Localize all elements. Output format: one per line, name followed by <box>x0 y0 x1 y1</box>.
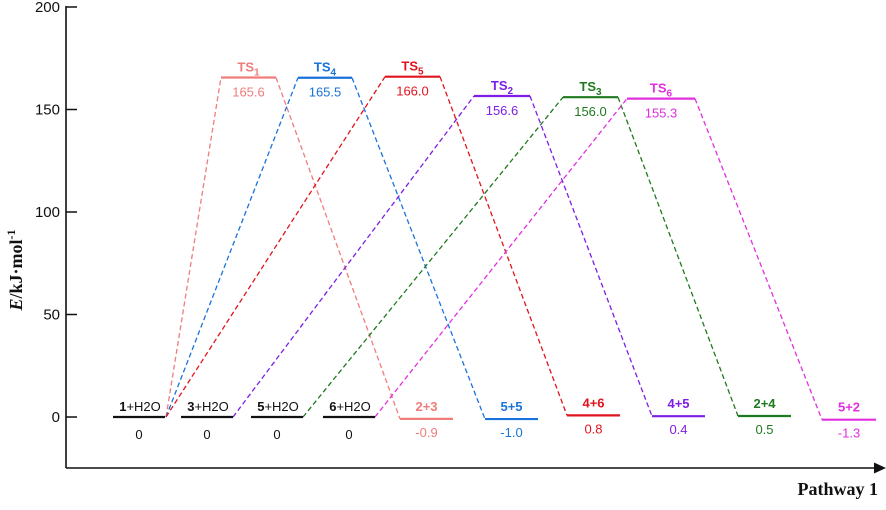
ts-label-sub: 3 <box>596 87 602 98</box>
energy-levels <box>113 75 876 421</box>
ts-value: 166.0 <box>396 84 429 99</box>
rise-connector <box>165 77 299 418</box>
reactant-value: 0 <box>345 427 352 442</box>
product-value: -0.9 <box>415 425 437 440</box>
reactant-label: 1+H2O <box>119 399 161 414</box>
reactant-label-number: 5 <box>257 399 264 414</box>
y-tick-label: 100 <box>35 204 60 221</box>
ts-value: 155.3 <box>645 106 678 121</box>
ts-label: TS1 <box>237 60 260 79</box>
fall-connector <box>617 96 739 417</box>
y-tick-label: 50 <box>43 307 60 324</box>
ts-label-base: TS <box>237 60 254 75</box>
product-label: 5+2 <box>838 400 860 415</box>
product-label: 4+6 <box>582 395 604 410</box>
reactant-label-rest: +H2O <box>336 399 370 414</box>
reactant-label-rest: +H2O <box>194 399 228 414</box>
y-axis-title-unit: /kJ·mol <box>6 239 26 299</box>
fall-connector <box>351 77 486 420</box>
product-value: 0.5 <box>755 422 773 437</box>
rise-connector <box>302 96 564 418</box>
level-labels: 1+H2O03+H2O05+H2O06+H2O0TS1165.62+3-0.9T… <box>119 59 860 442</box>
y-ticks: 0 50 100 150 200 <box>35 0 77 426</box>
fall-connector <box>529 95 653 417</box>
ts-label-base: TS <box>491 78 508 93</box>
reactant-label-number: 1 <box>119 399 126 414</box>
rise-connector <box>232 95 475 418</box>
product-value: 0.4 <box>669 422 687 437</box>
y-axis-title: E/kJ·mol-1 <box>4 229 26 311</box>
connector-lines <box>165 76 823 420</box>
ts-label: TS6 <box>650 81 673 100</box>
rise-connector <box>165 76 386 418</box>
ts-label-sub: 2 <box>508 86 514 97</box>
ts-label: TS4 <box>314 60 337 79</box>
fall-connector <box>439 76 568 416</box>
product-label: 5+5 <box>500 399 522 414</box>
x-axis-arrow <box>874 462 886 474</box>
ts-label-base: TS <box>314 60 331 75</box>
product-value: -1.0 <box>500 425 522 440</box>
ts-value: 165.5 <box>309 85 342 100</box>
reactant-label-rest: +H2O <box>264 399 298 414</box>
product-label: 2+4 <box>753 396 776 411</box>
reactant-label-number: 3 <box>187 399 194 414</box>
fall-connector <box>275 77 401 420</box>
axes <box>65 6 886 474</box>
reactant-label-number: 6 <box>329 399 336 414</box>
ts-label-sub: 4 <box>331 68 337 79</box>
ts-value: 165.6 <box>232 85 265 100</box>
product-value: -1.3 <box>838 426 860 441</box>
product-label: 4+5 <box>667 396 689 411</box>
rise-connector <box>165 77 222 418</box>
reactant-label: 5+H2O <box>257 399 299 414</box>
ts-label-base: TS <box>401 59 418 74</box>
ts-label: TS2 <box>491 78 514 97</box>
fall-connector <box>694 98 823 420</box>
rise-connector <box>374 98 628 418</box>
product-value: 0.8 <box>584 421 602 436</box>
ts-label-sub: 1 <box>254 68 260 79</box>
reactant-label-rest: +H2O <box>126 399 160 414</box>
reactant-label: 3+H2O <box>187 399 229 414</box>
ts-value: 156.0 <box>574 104 607 119</box>
ts-label: TS3 <box>579 79 602 98</box>
reactant-value: 0 <box>273 427 280 442</box>
product-label: 2+3 <box>415 399 437 414</box>
y-axis-title-var: E <box>6 299 26 312</box>
ts-label-base: TS <box>579 79 596 94</box>
y-tick-label: 150 <box>35 102 60 119</box>
reactant-value: 0 <box>203 427 210 442</box>
ts-label-sub: 5 <box>418 67 424 78</box>
y-tick-label: 0 <box>52 409 60 426</box>
reactant-value: 0 <box>135 427 142 442</box>
reactant-label: 6+H2O <box>329 399 371 414</box>
y-tick-label: 200 <box>35 0 60 16</box>
y-axis-title-sup: -1 <box>4 229 18 239</box>
ts-value: 156.6 <box>486 103 519 118</box>
ts-label-base: TS <box>650 81 667 96</box>
ts-label: TS5 <box>401 59 424 78</box>
x-axis-title: Pathway 1 <box>798 479 879 499</box>
ts-label-sub: 6 <box>667 89 673 100</box>
